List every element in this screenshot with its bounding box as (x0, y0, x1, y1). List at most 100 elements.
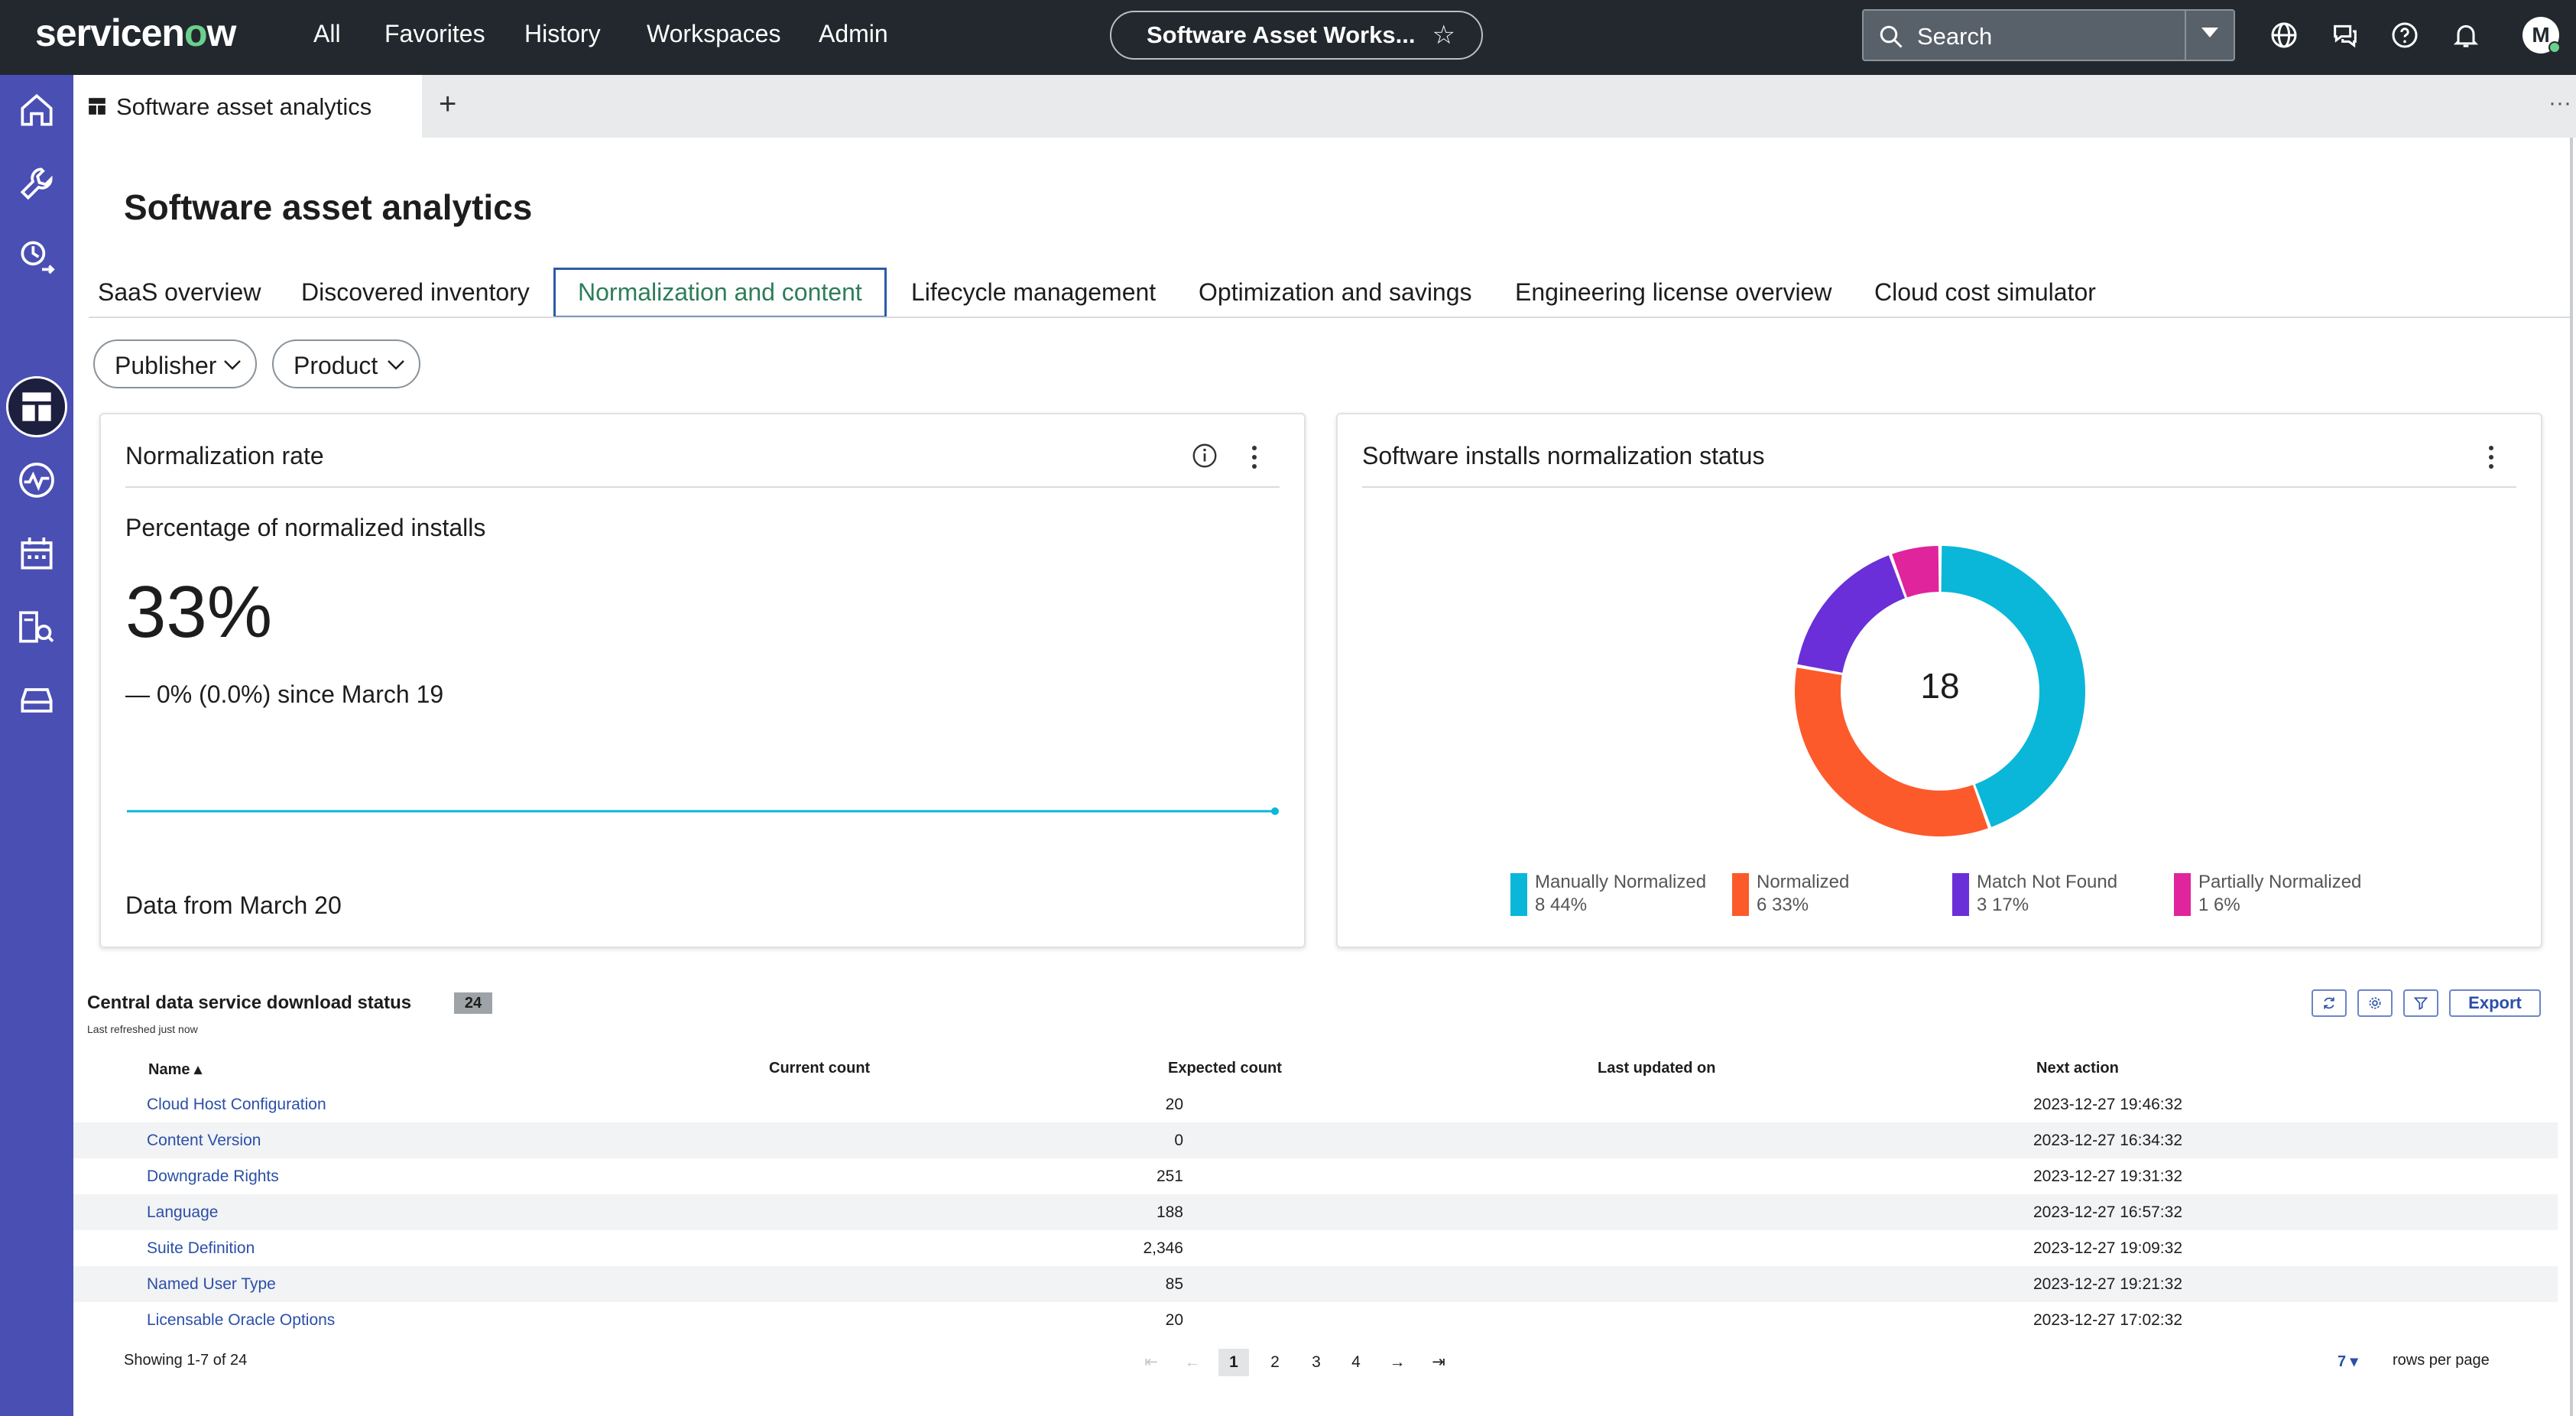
app-title-pill[interactable]: Software Asset Works... ☆ (1110, 11, 1483, 60)
legend-value: 3 17% (1977, 895, 2029, 915)
page-button-1[interactable]: 1 (1218, 1349, 1249, 1376)
nav-admin[interactable]: Admin (819, 20, 888, 47)
global-search[interactable]: Search (1862, 9, 2235, 61)
more-options-icon[interactable] (1251, 443, 1258, 471)
tab-engineering-license-overview[interactable]: Engineering license overview (1515, 278, 1832, 306)
home-icon[interactable] (15, 89, 58, 132)
add-tab-button[interactable]: + (439, 87, 457, 121)
row-next-action: 2023-12-27 19:31:32 (2033, 1168, 2182, 1185)
settings-button[interactable] (2357, 989, 2393, 1017)
nav-workspaces[interactable]: Workspaces (647, 20, 781, 47)
tab-discovered-inventory[interactable]: Discovered inventory (301, 278, 530, 306)
wrench-icon[interactable] (15, 162, 58, 205)
refresh-icon (2324, 997, 2334, 1009)
table-row[interactable]: Named User Type 85 2023-12-27 19:21:32 (73, 1266, 2558, 1302)
activity-icon[interactable] (15, 459, 58, 502)
refresh-button[interactable] (2312, 989, 2347, 1017)
column-header-next-action[interactable]: Next action (2036, 1060, 2119, 1077)
tab-normalization-and-content-label: Normalization and content (578, 278, 862, 306)
table-title: Central data service download status (87, 992, 412, 1013)
table-row[interactable]: Content Version 0 2023-12-27 16:34:32 (73, 1122, 2558, 1158)
row-name-link[interactable]: Named User Type (147, 1275, 276, 1293)
donut-slice-manually-normalized[interactable] (1941, 546, 2085, 827)
page-button-3[interactable]: 3 (1312, 1353, 1321, 1371)
search-scope-dropdown-icon[interactable] (2201, 28, 2218, 37)
page-button-4[interactable]: 4 (1351, 1353, 1361, 1371)
column-header-current-count[interactable]: Current count (769, 1060, 871, 1077)
table-row[interactable]: Licensable Oracle Options 20 2023-12-27 … (73, 1302, 2558, 1338)
table-row[interactable]: Suite Definition 2,346 2023-12-27 19:09:… (73, 1230, 2558, 1266)
installs-normalization-card (1336, 413, 2542, 948)
normalization-rate-value: 33% (125, 571, 273, 653)
export-button[interactable]: Export (2449, 989, 2541, 1017)
donut-slice-normalized[interactable] (1795, 667, 1988, 836)
donut-slice-partially-normalized[interactable] (1892, 546, 1939, 598)
column-header-last-updated[interactable]: Last updated on (1598, 1060, 1716, 1077)
table-row[interactable]: Cloud Host Configuration 20 2023-12-27 1… (73, 1086, 2558, 1122)
filter-button[interactable] (2403, 989, 2438, 1017)
analytics-arrow-icon[interactable] (15, 235, 58, 278)
dashboard-tab-icon (89, 98, 105, 115)
legend-value: 6 33% (1757, 895, 1809, 915)
search-input[interactable]: Search (1917, 23, 1993, 50)
legend-label: Partially Normalized (2198, 872, 2362, 892)
calendar-icon[interactable] (15, 532, 58, 575)
card-divider (125, 486, 1280, 488)
normalization-rate-subtitle: Percentage of normalized installs (125, 514, 486, 541)
legend-swatch (1510, 873, 1527, 916)
nav-all[interactable]: All (313, 20, 341, 47)
first-page-button[interactable]: ⇤ (1144, 1353, 1158, 1371)
product-filter-label: Product (294, 352, 378, 379)
top-navigation-bar: servicenow All Favorites History Workspa… (0, 0, 2576, 75)
legend-partially-normalized[interactable]: Partially Normalized 1 6% (2174, 872, 2373, 917)
last-page-button[interactable]: ⇥ (1432, 1353, 1445, 1371)
row-name-link[interactable]: Content Version (147, 1132, 261, 1149)
normalization-donut-chart (1795, 546, 2085, 836)
table-row[interactable]: Downgrade Rights 251 2023-12-27 19:31:32 (73, 1158, 2558, 1194)
normalization-rate-delta: — 0% (0.0%) since March 19 (125, 680, 444, 708)
row-name-link[interactable]: Suite Definition (147, 1239, 255, 1257)
storage-icon[interactable] (15, 679, 58, 722)
tab-lifecycle-management[interactable]: Lifecycle management (911, 278, 1157, 306)
page-button-2[interactable]: 2 (1270, 1353, 1280, 1371)
help-icon[interactable] (2389, 20, 2420, 50)
legend-normalized[interactable]: Normalized 6 33% (1732, 872, 1885, 917)
row-next-action: 2023-12-27 16:57:32 (2033, 1203, 2182, 1221)
row-name-link[interactable]: Licensable Oracle Options (147, 1311, 336, 1329)
tab-cloud-cost-simulator[interactable]: Cloud cost simulator (1874, 278, 2096, 306)
legend-manually-normalized[interactable]: Manually Normalized 8 44% (1510, 872, 1709, 917)
search-report-icon[interactable] (15, 606, 58, 648)
legend-match-not-found[interactable]: Match Not Found 3 17% (1952, 872, 2136, 917)
row-name-link[interactable]: Language (147, 1203, 219, 1221)
table-row[interactable]: Language 188 2023-12-27 16:57:32 (73, 1194, 2558, 1230)
favorite-star-icon[interactable]: ☆ (1432, 21, 1455, 50)
tab-optimization-and-savings[interactable]: Optimization and savings (1199, 278, 1472, 306)
servicenow-logo[interactable]: servicenow (35, 11, 236, 54)
publisher-filter[interactable]: Publisher (93, 339, 257, 388)
more-tabs-icon[interactable]: ··· (2548, 90, 2571, 115)
page-scrollbar[interactable] (2570, 138, 2573, 1416)
legend-label: Manually Normalized (1535, 872, 1707, 892)
tab-software-asset-analytics[interactable]: Software asset analytics (73, 75, 422, 138)
more-options-icon[interactable] (2487, 443, 2495, 471)
bell-icon[interactable] (2451, 20, 2481, 50)
next-page-button[interactable]: → (1389, 1353, 1406, 1371)
nav-favorites[interactable]: Favorites (384, 20, 485, 47)
chat-icon[interactable] (2330, 20, 2360, 50)
column-header-expected-count[interactable]: Expected count (1168, 1060, 1282, 1077)
row-name-link[interactable]: Cloud Host Configuration (147, 1096, 326, 1113)
product-filter[interactable]: Product (272, 339, 420, 388)
normalization-rate-card (99, 413, 1306, 948)
tab-saas-overview[interactable]: SaaS overview (98, 278, 261, 306)
dashboard-icon[interactable] (15, 385, 58, 428)
row-current-count: 85 (1165, 1275, 1183, 1293)
rows-per-page-select[interactable]: 7 ▾ (2338, 1353, 2358, 1370)
previous-page-button[interactable]: ← (1184, 1353, 1201, 1371)
info-icon[interactable] (1191, 442, 1218, 469)
row-name-link[interactable]: Downgrade Rights (147, 1168, 279, 1185)
column-header-name[interactable]: Name ▴ (148, 1061, 203, 1078)
globe-icon[interactable] (2269, 20, 2299, 50)
page-title: Software asset analytics (124, 187, 533, 227)
nav-history[interactable]: History (524, 20, 601, 47)
donut-slice-match-not-found[interactable] (1797, 555, 1906, 673)
